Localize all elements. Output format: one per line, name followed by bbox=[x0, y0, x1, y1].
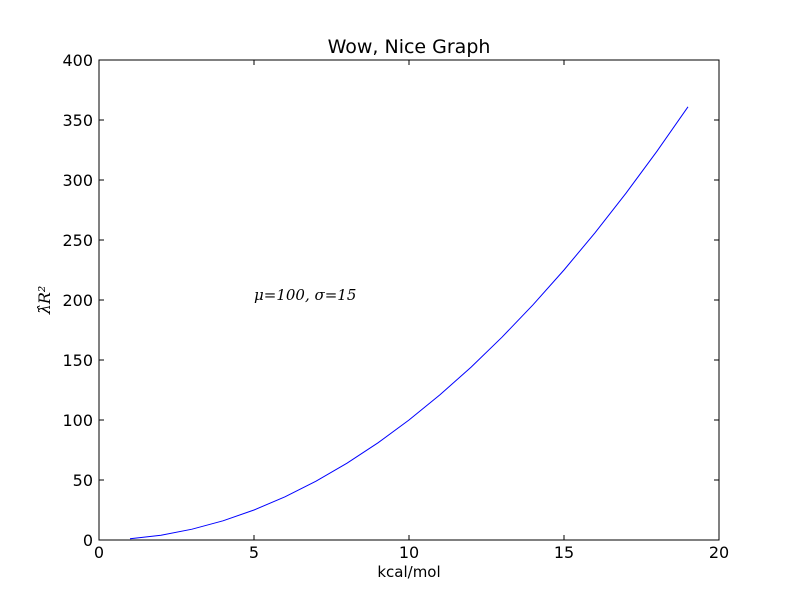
x-tick-label: 10 bbox=[399, 543, 419, 562]
plot-area: 0 5 10 15 20 0 50 100 150 200 250 300 350 400 μ=100,… bbox=[62, 51, 729, 562]
y-tick-label: 100 bbox=[62, 411, 93, 430]
annotation-layer: μ=100, σ=15 bbox=[254, 286, 356, 304]
y-tick-label: 50 bbox=[73, 471, 93, 490]
x-tick-label: 5 bbox=[249, 543, 259, 562]
y-tick-label: 0 bbox=[83, 531, 93, 550]
y-axis-label: λ̂R² bbox=[35, 286, 54, 316]
series-layer bbox=[129, 106, 689, 540]
y-tick-label: 400 bbox=[62, 51, 93, 70]
x-tick-label: 20 bbox=[709, 543, 729, 562]
y-tick-label: 350 bbox=[62, 111, 93, 130]
chart-title: Wow, Nice Graph bbox=[328, 36, 491, 58]
y-tick-label: 200 bbox=[62, 291, 93, 310]
annotation-text: μ=100, σ=15 bbox=[254, 286, 356, 304]
y-axis-ticks: 0 50 100 150 200 250 300 350 400 bbox=[62, 51, 719, 550]
y-tick-label: 300 bbox=[62, 171, 93, 190]
y-tick-label: 250 bbox=[62, 231, 93, 250]
axes-frame bbox=[98, 59, 720, 541]
x-axis-label: kcal/mol bbox=[377, 563, 440, 581]
x-tick-label: 15 bbox=[554, 543, 574, 562]
y-tick-label: 150 bbox=[62, 351, 93, 370]
x-axis-ticks: 0 5 10 15 20 bbox=[94, 60, 729, 562]
x-tick-label: 0 bbox=[94, 543, 104, 562]
series-line bbox=[129, 106, 689, 540]
